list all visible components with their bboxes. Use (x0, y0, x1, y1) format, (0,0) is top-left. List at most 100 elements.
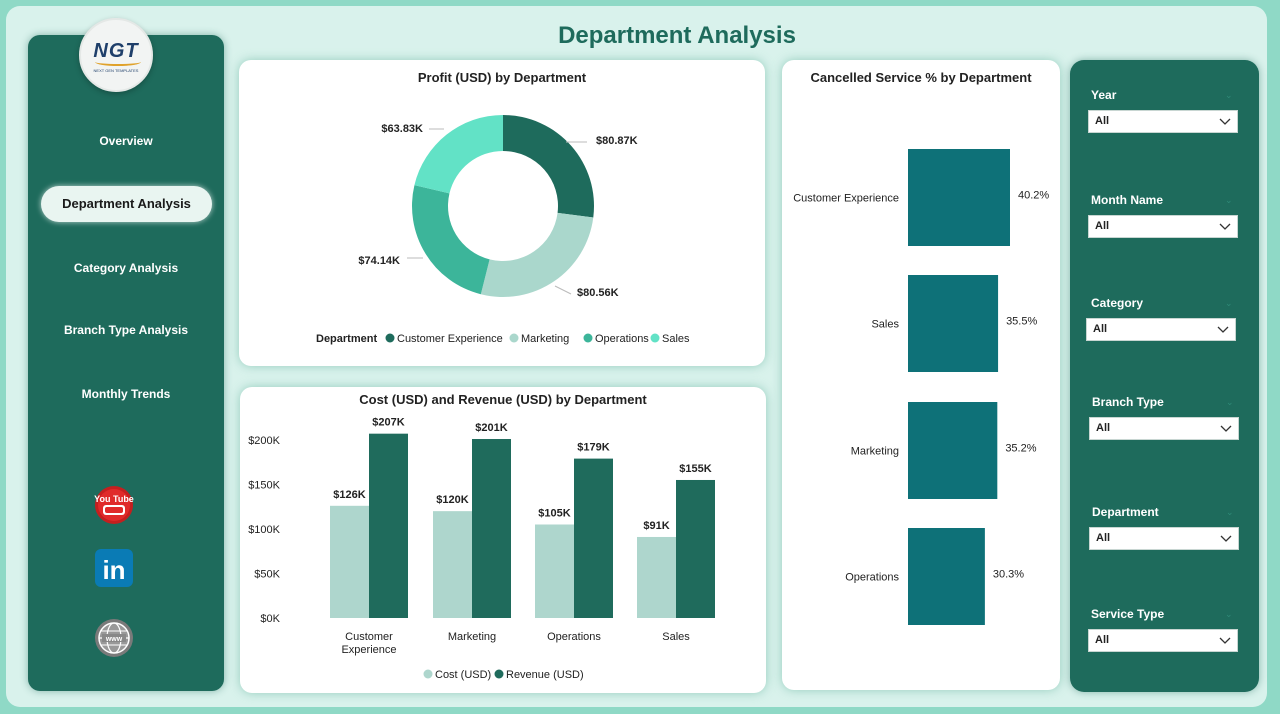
x-tick-label: Sales (662, 631, 690, 643)
cost-bar[interactable] (433, 511, 472, 618)
legend-item[interactable]: Marketing (521, 333, 569, 345)
legend-item[interactable]: Operations (595, 333, 649, 345)
donut-data-label: $80.56K (577, 287, 619, 299)
chevron-down-icon (1219, 118, 1231, 125)
filter-label-branch-type: Branch Type (1092, 395, 1164, 409)
donut-data-label: $63.83K (381, 123, 423, 135)
bar-data-label: 35.5% (1006, 316, 1037, 328)
donut-slice-customer-experience[interactable] (503, 115, 594, 218)
legend-marker (423, 669, 433, 679)
cancelled-bar[interactable] (908, 149, 1010, 246)
logo: NGT NEXT GEN TEMPLATES (79, 18, 153, 92)
filter-select-month-name[interactable]: All (1088, 215, 1238, 238)
nav-overview[interactable]: Overview (99, 134, 153, 148)
cost-bar[interactable] (535, 524, 574, 619)
x-tick-label: Customer (345, 631, 393, 643)
filter-select-category[interactable]: All (1086, 318, 1236, 341)
y-tick-label: $0K (260, 613, 280, 625)
revenue-bar[interactable] (369, 433, 408, 618)
chevron-down-icon (1219, 637, 1231, 644)
legend-marker (650, 333, 660, 343)
nav-branch-type-analysis[interactable]: Branch Type Analysis (63, 323, 189, 337)
logo-swoosh (95, 58, 141, 66)
cost-revenue-chart-title: Cost (USD) and Revenue (USD) by Departme… (359, 392, 647, 407)
svg-text:www: www (105, 636, 123, 643)
donut-leader-line (554, 285, 572, 295)
profit-donut-chart: $80.87K $80.56K $74.14K $63.83K Department Cu… (316, 115, 690, 345)
filter-value: All (1096, 532, 1111, 544)
cost-revenue-bar-chart: $0K $50K $100K $150K $200K $126K $207K Customer… (248, 417, 715, 681)
cancelled-bar[interactable] (908, 528, 985, 625)
nav-department-analysis[interactable]: Department Analysis (41, 186, 212, 222)
filter-label-month-name: Month Name (1091, 193, 1163, 207)
filter-collapse-icon[interactable]: ⌄ (1225, 195, 1233, 205)
legend-item[interactable]: Sales (662, 333, 690, 345)
y-category-label: Marketing (851, 446, 899, 458)
bar-data-label: $155K (679, 463, 711, 475)
cancelled-bar-chart: Customer Experience 40.2% Sales 35.5% Market… (793, 149, 1049, 625)
chevron-down-icon (1219, 223, 1231, 230)
filter-collapse-icon[interactable]: ⌄ (1226, 397, 1234, 407)
filter-select-branch-type[interactable]: All (1089, 417, 1239, 440)
legend-title: Department (316, 333, 377, 345)
filter-select-department[interactable]: All (1089, 527, 1239, 550)
filter-label-category: Category (1091, 296, 1144, 310)
chevron-down-icon (1220, 425, 1232, 432)
donut-slice-operations[interactable] (412, 185, 490, 295)
filter-collapse-icon[interactable]: ⌄ (1225, 298, 1233, 308)
y-category-label: Customer Experience (793, 193, 899, 205)
filter-select-service-type[interactable]: All (1088, 629, 1238, 652)
filter-label-service-type: Service Type (1091, 607, 1165, 621)
filter-value: All (1095, 115, 1110, 127)
profit-card: Profit (USD) by Department $80.87K $80.56… (239, 60, 765, 366)
donut-data-label: $74.14K (358, 255, 400, 267)
bar-data-label: $201K (475, 422, 507, 434)
filter-value: All (1096, 422, 1111, 434)
x-tick-label: Operations (547, 631, 601, 643)
linkedin-label: in (102, 555, 125, 585)
chevron-down-icon (1220, 535, 1232, 542)
cost-bar[interactable] (330, 505, 369, 618)
nav-category-analysis[interactable]: Category Analysis (73, 261, 179, 275)
cancelled-bar[interactable] (908, 402, 998, 499)
y-category-label: Sales (871, 319, 899, 331)
y-tick-label: $150K (248, 479, 280, 491)
legend-item[interactable]: Customer Experience (397, 333, 503, 345)
y-tick-label: $200K (248, 435, 280, 447)
logo-subtitle: NEXT GEN TEMPLATES (93, 68, 139, 73)
filter-collapse-icon[interactable]: ⌄ (1225, 609, 1233, 619)
page-title: Department Analysis (558, 22, 796, 49)
filter-value: All (1095, 220, 1110, 232)
logo-text: NGT (93, 40, 139, 62)
cancelled-bar[interactable] (908, 275, 999, 372)
cancelled-card: Cancelled Service % by Department Custom… (782, 60, 1060, 690)
revenue-bar[interactable] (676, 479, 715, 618)
donut-slice-sales[interactable] (414, 115, 503, 194)
youtube-icon[interactable]: You Tube (94, 485, 134, 525)
filter-value: All (1093, 323, 1108, 335)
cost-bar[interactable] (637, 536, 676, 618)
legend-item[interactable]: Revenue (USD) (506, 669, 584, 681)
filter-collapse-icon[interactable]: ⌄ (1225, 90, 1233, 100)
bar-data-label: $126K (333, 489, 365, 501)
legend-item[interactable]: Cost (USD) (435, 669, 491, 681)
revenue-bar[interactable] (472, 439, 511, 618)
bar-data-label: $179K (577, 442, 609, 454)
x-tick-label: Experience (341, 644, 396, 656)
bar-data-label: $207K (372, 417, 404, 429)
linkedin-icon[interactable]: in (94, 548, 134, 588)
y-category-label: Operations (845, 572, 899, 584)
bar-data-label: $120K (436, 494, 468, 506)
globe-icon[interactable]: www (94, 618, 134, 658)
donut-slice-marketing[interactable] (480, 212, 594, 297)
filter-select-year[interactable]: All (1088, 110, 1238, 133)
legend-marker (583, 333, 593, 343)
nav-monthly-trends[interactable]: Monthly Trends (81, 387, 171, 401)
bar-data-label: 30.3% (993, 569, 1024, 581)
filter-collapse-icon[interactable]: ⌄ (1226, 507, 1234, 517)
filter-label-department: Department (1092, 505, 1159, 519)
x-tick-label: Marketing (448, 631, 496, 643)
revenue-bar[interactable] (574, 458, 613, 618)
cost-revenue-card: Cost (USD) and Revenue (USD) by Departme… (240, 387, 766, 693)
bar-data-label: 40.2% (1018, 190, 1049, 202)
